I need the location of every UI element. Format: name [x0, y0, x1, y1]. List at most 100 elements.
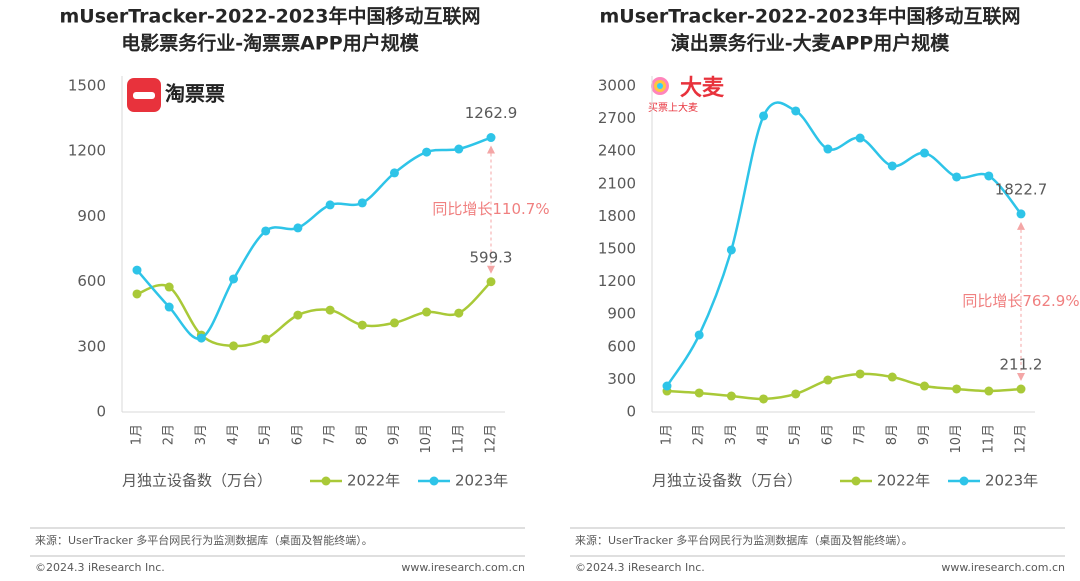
x-tick-label: 3月	[724, 424, 739, 445]
y-tick-label: 2700	[598, 109, 636, 127]
x-tick-label: 10月	[419, 424, 434, 454]
x-tick-label: 1月	[130, 424, 145, 445]
arrow-head	[1017, 373, 1025, 382]
chart-title: mUserTracker-2022-2023年中国移动互联网	[59, 5, 480, 28]
marker	[887, 372, 897, 382]
marker	[132, 289, 142, 299]
legend-marker	[959, 476, 969, 486]
marker	[759, 111, 769, 121]
x-tick-label: 3月	[194, 424, 209, 445]
marker	[759, 394, 769, 404]
x-tick-label: 2月	[692, 424, 707, 445]
legend-marker	[851, 476, 861, 486]
chart-subtitle: 演出票务行业-大麦APP用户规模	[671, 32, 950, 55]
marker	[1016, 384, 1026, 394]
x-tick-label: 4月	[226, 424, 241, 445]
y-tick-label: 600	[607, 337, 636, 355]
marker	[919, 381, 929, 391]
y-tick-label: 1500	[598, 240, 636, 258]
x-tick-label: 5月	[788, 424, 803, 445]
marker	[196, 333, 206, 343]
y-tick-label: 300	[77, 337, 106, 355]
marker	[229, 341, 239, 351]
y-tick-label: 900	[77, 207, 106, 225]
x-tick-label: 4月	[756, 424, 771, 445]
arrow-head	[487, 145, 495, 154]
y-tick-label: 2400	[598, 142, 636, 160]
annotation: 同比增长110.7%	[432, 200, 549, 218]
footer-copyright: ©2024.3 iResearch Inc.	[575, 561, 705, 574]
x-tick-label: 9月	[917, 424, 932, 445]
marker	[952, 384, 962, 394]
footer-copyright: ©2024.3 iResearch Inc.	[35, 561, 165, 574]
arrow-head	[487, 265, 495, 274]
marker	[422, 307, 432, 317]
marker	[855, 369, 865, 379]
marker	[791, 389, 801, 399]
line	[136, 136, 492, 340]
x-tick-label: 11月	[451, 424, 466, 454]
marker	[357, 320, 367, 330]
logo-icon	[651, 77, 669, 95]
y-tick-label: 3000	[598, 77, 636, 95]
y-tick-label: 1800	[598, 207, 636, 225]
footer-website: www.iresearch.com.cn	[401, 561, 525, 574]
x-tick-label: 6月	[290, 424, 305, 445]
marker	[486, 133, 496, 143]
data-label: 599.3	[470, 248, 513, 266]
marker	[855, 133, 865, 143]
y-tick-label: 1200	[68, 142, 106, 160]
marker	[791, 106, 801, 116]
legend-label: 2023年	[985, 472, 1038, 490]
legend-label: 2023年	[455, 472, 508, 490]
marker	[389, 168, 399, 178]
marker	[454, 308, 464, 318]
line	[136, 280, 492, 348]
x-tick-label: 10月	[949, 424, 964, 454]
marker	[1016, 209, 1026, 219]
data-label: 1822.7	[995, 180, 1048, 198]
footer-source: 来源：UserTracker 多平台网民行为监测数据库（桌面及智能终端）。	[575, 533, 913, 547]
x-tick-label: 9月	[387, 424, 402, 445]
x-tick-label: 12月	[1014, 424, 1029, 454]
logo-text: 淘票票	[165, 82, 225, 106]
y-tick-label: 0	[626, 403, 636, 421]
footer-source: 来源：UserTracker 多平台网民行为监测数据库（桌面及智能终端）。	[35, 533, 373, 547]
line	[666, 372, 1022, 401]
marker	[726, 391, 736, 401]
marker	[261, 226, 271, 236]
y-tick-label: 2100	[598, 174, 636, 192]
line	[665, 101, 1022, 387]
annotation: 同比增长762.9%	[962, 292, 1079, 310]
legend-marker	[321, 476, 331, 486]
marker	[229, 274, 239, 284]
y-axis-label: 月独立设备数（万台）	[652, 472, 802, 490]
marker	[984, 386, 994, 396]
x-tick-label: 8月	[355, 424, 370, 445]
marker	[919, 148, 929, 158]
logo-icon-detail	[133, 92, 155, 99]
marker	[132, 265, 142, 275]
marker	[823, 144, 833, 154]
marker	[261, 334, 271, 344]
x-tick-label: 12月	[484, 424, 499, 454]
y-tick-label: 1200	[598, 272, 636, 290]
marker	[726, 245, 736, 255]
x-tick-label: 11月	[981, 424, 996, 454]
legend-label: 2022年	[347, 472, 400, 490]
chart-title: mUserTracker-2022-2023年中国移动互联网	[599, 5, 1020, 28]
marker	[164, 302, 174, 312]
marker	[389, 318, 399, 328]
chart-subtitle: 电影票务行业-淘票票APP用户规模	[121, 32, 419, 55]
marker	[952, 172, 962, 182]
y-axis-label: 月独立设备数（万台）	[122, 472, 272, 490]
x-tick-label: 7月	[323, 424, 338, 445]
marker	[694, 330, 704, 340]
y-tick-label: 900	[607, 305, 636, 323]
marker	[164, 282, 174, 292]
y-tick-label: 600	[77, 272, 106, 290]
x-tick-label: 5月	[258, 424, 273, 445]
logo-text: 大麦	[680, 75, 725, 101]
marker	[662, 381, 672, 391]
